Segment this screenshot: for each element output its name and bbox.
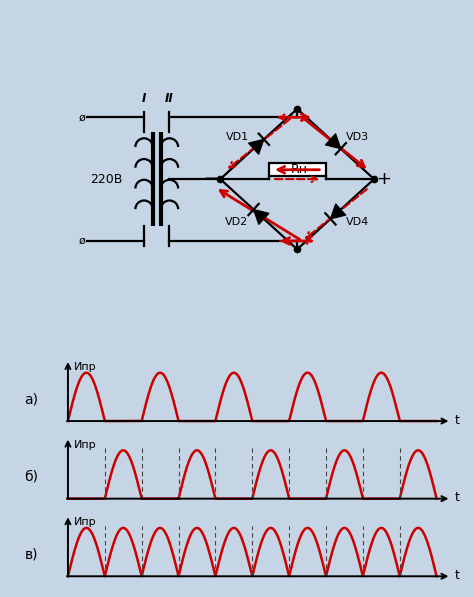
Text: t: t <box>455 491 460 504</box>
Text: б): б) <box>24 470 38 484</box>
Bar <box>269 164 326 176</box>
Polygon shape <box>325 134 341 149</box>
Text: Rн: Rн <box>291 163 307 176</box>
Text: VD1: VD1 <box>226 132 248 141</box>
Text: +: + <box>377 170 392 188</box>
Polygon shape <box>330 204 346 219</box>
Text: ø: ø <box>78 236 85 246</box>
Text: −: − <box>203 170 219 188</box>
Text: Ипр: Ипр <box>73 517 96 527</box>
Text: VD2: VD2 <box>225 217 249 226</box>
Text: Ипр: Ипр <box>73 439 96 450</box>
Text: 220В: 220В <box>91 173 123 186</box>
Text: t: t <box>455 569 460 582</box>
Text: II: II <box>165 93 174 105</box>
Text: Ипр: Ипр <box>73 362 96 372</box>
Polygon shape <box>254 210 269 224</box>
Text: ø: ø <box>78 112 85 122</box>
Text: VD3: VD3 <box>346 132 369 141</box>
Text: t: t <box>455 414 460 427</box>
Text: I: I <box>142 93 146 105</box>
Polygon shape <box>248 139 264 155</box>
Text: в): в) <box>24 547 38 562</box>
Text: VD4: VD4 <box>346 217 369 226</box>
Text: а): а) <box>24 392 38 407</box>
